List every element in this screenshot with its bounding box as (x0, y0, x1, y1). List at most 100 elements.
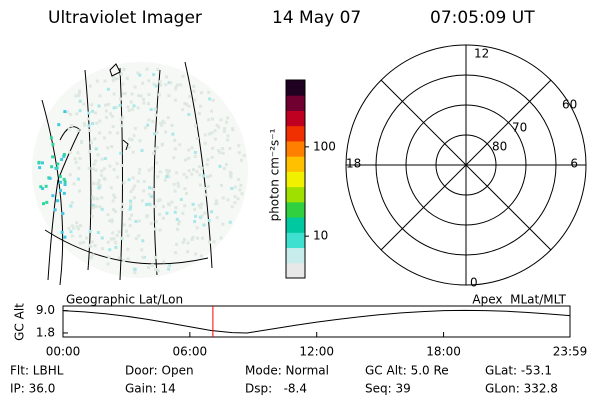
info-field: Mode: Normal (245, 364, 329, 378)
speckle (151, 119, 155, 123)
speckle (187, 156, 191, 160)
colorbar-segment (286, 156, 305, 172)
speckle (40, 161, 44, 165)
speckle (149, 194, 153, 198)
speckle (240, 158, 244, 162)
speckle (131, 150, 135, 154)
speckle (88, 84, 92, 88)
speckle (158, 228, 162, 232)
date: 14 May 07 (272, 8, 361, 28)
speckle (173, 138, 177, 142)
speckle (205, 163, 209, 167)
speckle (151, 263, 155, 267)
speckle (167, 175, 171, 179)
speckle (161, 216, 165, 220)
speckle (158, 170, 162, 174)
speckle (172, 156, 176, 160)
speckle (100, 196, 104, 200)
speckle (60, 157, 64, 161)
info-field: GLon: 332.8 (485, 382, 558, 396)
speckle (213, 129, 217, 133)
speckle (143, 126, 147, 130)
speckle (229, 172, 233, 176)
lat-label: 70 (512, 121, 527, 135)
colorbar-segment (286, 140, 305, 157)
speckle (186, 250, 190, 254)
speckle (237, 178, 241, 182)
speckle (167, 265, 171, 269)
speckle (54, 166, 58, 170)
speckle (207, 90, 211, 94)
speckle (226, 134, 230, 138)
speckle (121, 202, 125, 206)
speckle (224, 163, 228, 167)
speckle (91, 167, 95, 171)
speckle (226, 138, 230, 142)
speckle (148, 186, 152, 190)
speckle (112, 76, 116, 80)
speckle (168, 264, 172, 268)
speckle (184, 191, 188, 195)
speckle (87, 166, 91, 170)
speckle (170, 200, 174, 204)
speckle (181, 211, 185, 215)
speckle (58, 174, 62, 178)
speckle (120, 207, 124, 211)
speckle (191, 202, 195, 206)
speckle (198, 183, 202, 187)
speckle (39, 185, 43, 189)
speckle (121, 82, 125, 86)
speckle (208, 97, 212, 101)
info-field: GLat: -53.1 (485, 364, 552, 378)
speckle (80, 141, 84, 145)
speckle (118, 103, 122, 107)
speckle (187, 104, 191, 108)
colorbar-tick-label: 10 (313, 229, 328, 243)
speckle (49, 136, 53, 140)
speckle (200, 166, 204, 170)
speckle (169, 81, 173, 85)
speckle (155, 131, 159, 135)
speckle (187, 112, 191, 116)
speckle (122, 258, 126, 262)
speckle (67, 127, 71, 131)
speckle (56, 162, 60, 166)
speckle (219, 236, 223, 240)
speckle (126, 234, 130, 238)
speckle (63, 235, 67, 239)
speckle (117, 230, 121, 234)
speckle (204, 193, 208, 197)
speckle (174, 98, 178, 102)
speckle (158, 198, 162, 202)
speckle (106, 240, 110, 244)
speckle (112, 193, 116, 197)
speckle (141, 239, 145, 243)
speckle (48, 176, 52, 180)
speckle (228, 146, 232, 150)
speckle (138, 73, 142, 77)
speckle (44, 184, 48, 188)
speckle (110, 220, 114, 224)
speckle (114, 105, 118, 109)
speckle (120, 72, 124, 76)
speckle (147, 266, 151, 270)
speckle (96, 153, 100, 157)
speckle (122, 223, 126, 227)
colorbar-label: photon cm⁻²s⁻¹ (268, 128, 282, 221)
speckle (177, 222, 181, 226)
speckle (134, 237, 138, 241)
speckle (153, 205, 157, 209)
speckle (114, 240, 118, 244)
speckle (75, 112, 79, 116)
speckle (209, 109, 213, 113)
speckle (193, 220, 197, 224)
speckle (217, 148, 221, 152)
speckle (195, 170, 199, 174)
speckle (111, 199, 115, 203)
speckle (70, 201, 74, 205)
speckle (152, 82, 156, 86)
speckle (158, 80, 162, 84)
y-tick-label: 1.8 (36, 325, 55, 339)
speckle (167, 169, 171, 173)
speckle (125, 76, 129, 80)
